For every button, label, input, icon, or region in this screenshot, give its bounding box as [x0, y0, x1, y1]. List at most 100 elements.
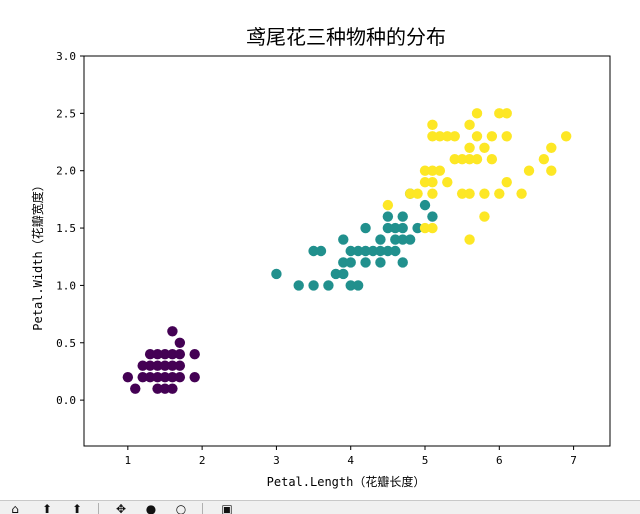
toolbar-separator: [202, 503, 203, 514]
data-point: [167, 349, 178, 360]
data-point: [501, 131, 512, 142]
data-point: [382, 199, 394, 211]
data-point: [390, 245, 401, 257]
data-point: [167, 326, 178, 337]
data-point: [375, 234, 386, 245]
y-tick-label: 2.0: [56, 165, 76, 178]
data-point: [167, 383, 178, 394]
data-point: [390, 222, 401, 234]
data-point: [152, 360, 163, 371]
data-point: [382, 222, 394, 234]
data-point: [479, 142, 490, 153]
axes: 1 2 3 4 5 6 7 0.0 0.5 1.0 1.5 2.0 2.5 3.0: [56, 50, 611, 467]
data-point: [412, 222, 423, 234]
data-point: [479, 211, 490, 222]
data-point: [293, 280, 304, 291]
data-point: [352, 280, 364, 291]
data-point: [404, 234, 416, 245]
data-point: [360, 245, 371, 257]
data-point: [427, 131, 438, 142]
data-point: [464, 234, 475, 245]
data-point: [501, 176, 512, 188]
zoom-icon[interactable]: ●: [145, 502, 157, 514]
data-point: [486, 131, 498, 142]
data-point: [538, 154, 550, 165]
data-point: [412, 188, 423, 199]
data-point: [427, 222, 438, 234]
plot-toolbar: ⌂ ⬆ ⬆ ✥ ● ○ ▣: [0, 500, 640, 514]
data-point: [345, 245, 356, 257]
data-point: [137, 360, 148, 371]
data-point: [397, 234, 408, 245]
data-point: [442, 131, 453, 142]
home-icon[interactable]: ⌂: [11, 502, 19, 514]
data-point: [486, 154, 498, 165]
y-tick-label: 1.0: [56, 279, 76, 292]
data-point: [144, 371, 156, 383]
data-point: [546, 142, 557, 153]
data-point: [427, 188, 438, 199]
data-point: [315, 245, 327, 257]
data-point: [390, 234, 401, 245]
data-point: [479, 188, 490, 199]
data-point: [159, 371, 171, 383]
back-arrow-icon[interactable]: ⬆: [41, 502, 53, 514]
data-point: [130, 383, 141, 394]
data-point: [427, 176, 438, 188]
data-point: [397, 222, 408, 234]
data-point: [174, 371, 186, 383]
data-point: [464, 119, 475, 131]
pan-icon[interactable]: ✥: [115, 502, 127, 514]
data-point: [323, 280, 334, 291]
data-point: [427, 211, 438, 222]
scatter-chart: 鸢尾花三种物种的分布 1 2 3 4 5 6 70.00.51.01.52.02.53.0 …: [30, 25, 611, 489]
forward-arrow-icon[interactable]: ⬆: [71, 502, 83, 514]
data-point: [382, 245, 394, 257]
y-axis-label: Petal.Width（花瓣宽度）: [30, 179, 45, 330]
data-point: [494, 108, 505, 119]
data-point: [456, 154, 468, 165]
data-point: [404, 188, 416, 199]
x-tick-label: 4: [347, 454, 354, 467]
data-point: [174, 360, 186, 371]
plot-frame: [83, 55, 611, 447]
x-tick-label: 5: [422, 454, 429, 467]
data-point: [523, 165, 535, 176]
data-point: [159, 349, 171, 360]
data-point: [189, 349, 200, 360]
data-point: [419, 222, 431, 234]
y-tick-label: 3.0: [56, 50, 76, 63]
data-point: [449, 131, 460, 142]
data-point: [464, 188, 475, 199]
data-point: [137, 371, 148, 383]
data-point: [167, 371, 178, 383]
x-tick-label: 7: [570, 454, 577, 467]
data-point: [471, 154, 483, 165]
data-point: [434, 165, 446, 176]
data-point: [352, 245, 364, 257]
data-point: [375, 257, 386, 268]
data-point: [345, 280, 356, 291]
save-icon[interactable]: ▣: [221, 502, 233, 514]
configure-icon[interactable]: ○: [175, 502, 187, 514]
data-point: [159, 383, 171, 394]
data-point: [471, 108, 483, 119]
data-point: [174, 337, 186, 348]
data-point: [338, 234, 349, 245]
data-points: [122, 108, 572, 394]
x-tick-label: 1: [125, 454, 132, 467]
data-point: [471, 131, 483, 142]
y-tick-label: 0.5: [56, 337, 76, 350]
x-tick-label: 2: [199, 454, 206, 467]
data-point: [427, 119, 438, 131]
data-point: [419, 176, 431, 188]
data-point: [419, 165, 431, 176]
data-point: [338, 257, 349, 268]
data-point: [375, 245, 386, 257]
data-point: [367, 245, 379, 257]
data-point: [152, 383, 163, 394]
data-point: [456, 188, 468, 199]
y-tick-label: 0.0: [56, 394, 76, 407]
data-point: [419, 199, 431, 211]
data-point: [397, 257, 408, 268]
